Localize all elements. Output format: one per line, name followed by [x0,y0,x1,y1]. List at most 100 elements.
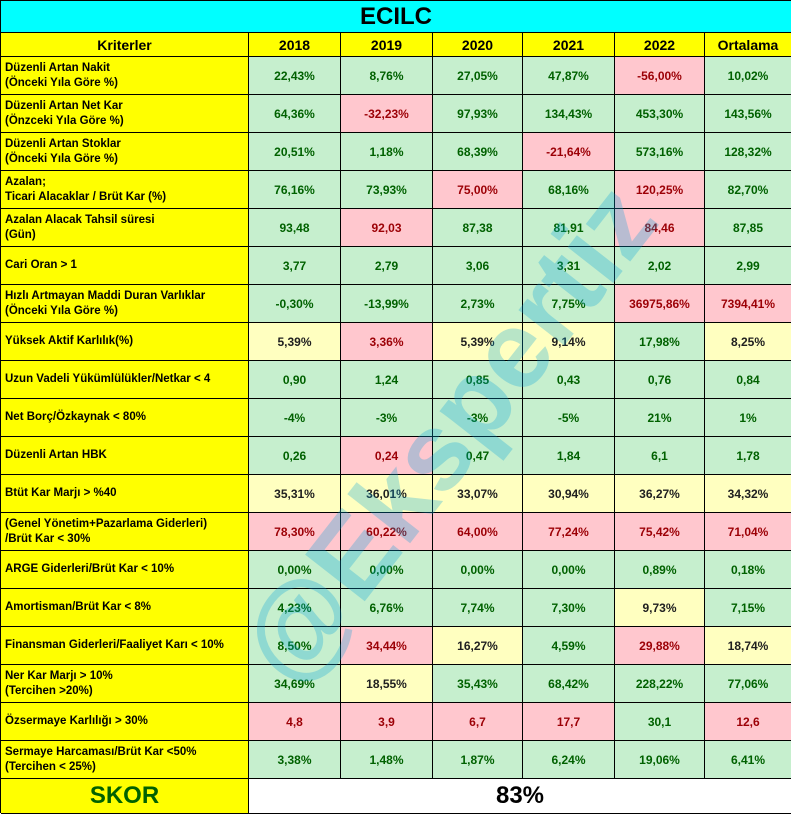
value-cell: 9,73% [615,589,705,627]
value-cell: 0,47 [433,437,523,475]
criteria-line: (Önceki Yıla Göre %) [5,304,118,317]
value-cell: 0,00% [249,551,341,589]
value-cell: 92,03 [341,209,433,247]
value-cell: 93,48 [249,209,341,247]
criteria-line: (Tercihen >20%) [5,684,93,697]
criteria-line: Ticari Alacaklar / Brüt Kar (%) [5,190,167,203]
value-cell: 1,18% [341,133,433,171]
value-cell: 30,1 [615,703,705,741]
value-cell: 6,1 [615,437,705,475]
criteria-line: Cari Oran > 1 [5,259,77,271]
header-cell: Kriterler [1,33,249,57]
value-cell: 0,89% [615,551,705,589]
value-cell: 68,16% [523,171,615,209]
value-cell: 22,43% [249,57,341,95]
value-cell: 8,50% [249,627,341,665]
value-cell: 18,74% [705,627,791,665]
value-cell: 60,22% [341,513,433,551]
value-cell: 0,90 [249,361,341,399]
value-cell: 8,76% [341,57,433,95]
value-cell: 68,42% [523,665,615,703]
value-cell: 1% [705,399,791,437]
criteria-cell: Net Borç/Özkaynak < 80% [1,399,249,437]
criteria-cell: Düzenli Artan Net Kar (Önzceki Yıla Göre … [1,95,249,133]
value-cell: 12,6 [705,703,791,741]
value-cell: 47,87% [523,57,615,95]
value-cell: 6,7 [433,703,523,741]
value-cell: 16,27% [433,627,523,665]
value-cell: 36,27% [615,475,705,513]
value-cell: 5,39% [249,323,341,361]
header-cell: 2022 [615,33,705,57]
value-cell: 7,30% [523,589,615,627]
header-cell: 2019 [341,33,433,57]
criteria-cell: Düzenli Artan HBK [1,437,249,475]
header-cell: 2018 [249,33,341,57]
value-cell: 4,59% [523,627,615,665]
value-cell: 1,24 [341,361,433,399]
value-cell: 33,07% [433,475,523,513]
value-cell: 68,39% [433,133,523,171]
value-cell: 87,38 [433,209,523,247]
value-cell: 73,93% [341,171,433,209]
criteria-line: (Önceki Yıla Göre %) [5,76,118,89]
value-cell: -5% [523,399,615,437]
value-cell: 134,43% [523,95,615,133]
criteria-line: Sermaye Harcaması/Brüt Kar <50% [5,745,197,758]
criteria-cell: Btüt Kar Marjı > %40 [1,475,249,513]
criteria-cell: Cari Oran > 1 [1,247,249,285]
value-cell: 3,31 [523,247,615,285]
criteria-cell: Düzenli Artan Stoklar (Önceki Yıla Göre %… [1,133,249,171]
value-cell: -32,23% [341,95,433,133]
value-cell: 20,51% [249,133,341,171]
value-cell: 29,88% [615,627,705,665]
value-cell: 120,25% [615,171,705,209]
value-cell: 5,39% [433,323,523,361]
value-cell: 2,99 [705,247,791,285]
value-cell: 17,7 [523,703,615,741]
criteria-line: Düzenli Artan HBK [5,449,107,461]
value-cell: 7,75% [523,285,615,323]
criteria-cell: Sermaye Harcaması/Brüt Kar <50% (Tercihen… [1,741,249,779]
value-cell: -4% [249,399,341,437]
value-cell: 77,06% [705,665,791,703]
criteria-line: (Önceki Yıla Göre %) [5,152,118,165]
header-cell: Ortalama [705,33,791,57]
criteria-line: Azalan Alacak Tahsil süresi [5,213,155,226]
value-cell: 36,01% [341,475,433,513]
value-cell: 0,43 [523,361,615,399]
value-cell: 30,94% [523,475,615,513]
value-cell: 228,22% [615,665,705,703]
score-value: 83% [249,779,791,814]
criteria-cell: ARGE Giderleri/Brüt Kar < 10% [1,551,249,589]
value-cell: 573,16% [615,133,705,171]
value-cell: 71,04% [705,513,791,551]
criteria-line: (Önzceki Yıla Göre %) [5,114,124,127]
value-cell: 1,78 [705,437,791,475]
value-cell: 21% [615,399,705,437]
criteria-line: Düzenli Artan Net Kar [5,99,123,112]
value-cell: 34,32% [705,475,791,513]
criteria-cell: Azalan; Ticari Alacaklar / Brüt Kar (%) [1,171,249,209]
criteria-line: Net Borç/Özkaynak < 80% [5,411,146,423]
value-cell: 2,02 [615,247,705,285]
criteria-line: (Gün) [5,228,36,241]
value-cell: 18,55% [341,665,433,703]
value-cell: 97,93% [433,95,523,133]
value-cell: 128,32% [705,133,791,171]
criteria-line: (Tercihen < 25%) [5,760,96,773]
value-cell: 75,00% [433,171,523,209]
value-cell: 143,56% [705,95,791,133]
value-cell: 3,77 [249,247,341,285]
criteria-line: Finansman Giderleri/Faaliyet Karı < 10% [5,639,224,651]
value-cell: 10,02% [705,57,791,95]
value-cell: 8,25% [705,323,791,361]
value-cell: 84,46 [615,209,705,247]
criteria-cell: Finansman Giderleri/Faaliyet Karı < 10% [1,627,249,665]
value-cell: 35,43% [433,665,523,703]
value-cell: -3% [341,399,433,437]
value-cell: 0,26 [249,437,341,475]
value-cell: 82,70% [705,171,791,209]
